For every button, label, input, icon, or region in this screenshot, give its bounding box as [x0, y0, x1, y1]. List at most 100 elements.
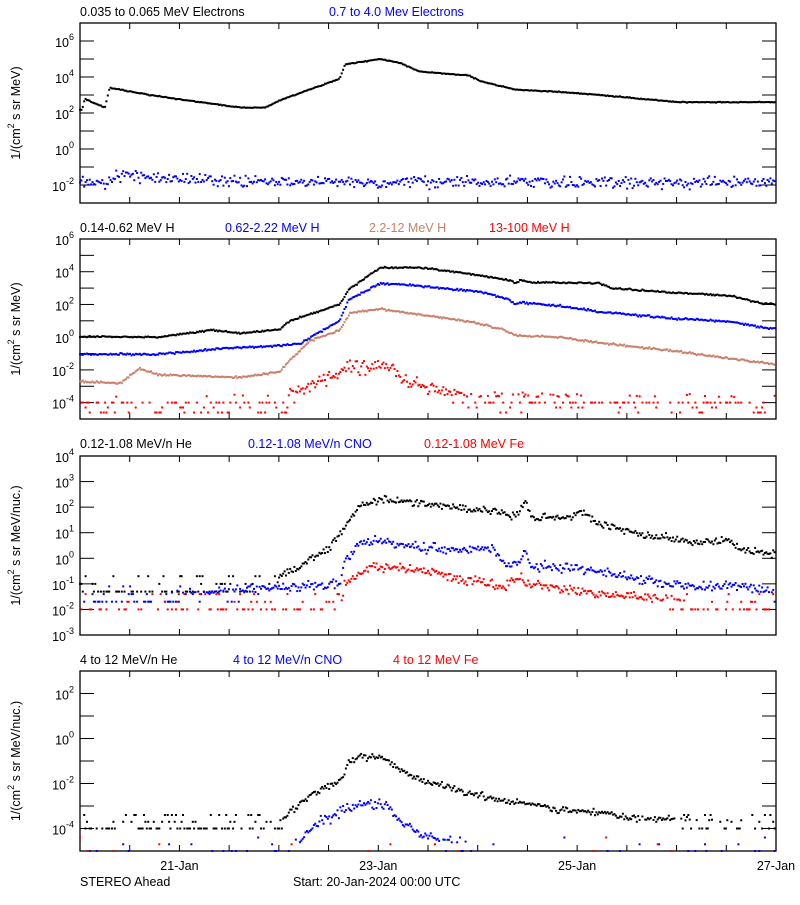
data-point — [240, 106, 243, 109]
data-point — [660, 819, 663, 821]
data-point — [694, 608, 697, 611]
data-point — [422, 385, 425, 387]
data-point — [601, 570, 603, 573]
data-point — [425, 386, 428, 388]
data-point — [369, 272, 372, 275]
data-point — [404, 284, 407, 287]
data-point — [765, 608, 768, 611]
data-point — [140, 354, 143, 356]
data-point — [549, 90, 552, 93]
data-point — [447, 838, 450, 841]
data-point — [399, 283, 402, 286]
plot-frame — [79, 238, 777, 420]
data-point — [543, 584, 546, 587]
data-point — [617, 594, 620, 597]
data-point — [273, 371, 276, 374]
data-point — [285, 363, 287, 366]
data-point — [351, 553, 354, 556]
data-point — [457, 391, 460, 394]
data-point — [133, 335, 136, 338]
data-point — [492, 294, 495, 297]
data-point — [383, 758, 386, 761]
data-point — [653, 98, 656, 101]
data-point — [531, 515, 534, 518]
data-point — [716, 582, 719, 585]
data-point — [440, 780, 443, 783]
data-point — [500, 392, 503, 395]
data-point — [308, 339, 311, 342]
data-point — [652, 179, 655, 181]
data-point — [658, 816, 661, 819]
data-point — [351, 180, 354, 183]
data-point — [180, 575, 183, 578]
data-point — [381, 266, 384, 269]
data-point — [609, 94, 612, 97]
data-point — [179, 351, 182, 354]
data-point — [694, 353, 697, 355]
data-point — [646, 314, 649, 317]
data-point — [243, 375, 246, 378]
data-point — [420, 568, 422, 571]
data-point — [633, 531, 635, 534]
data-point — [258, 345, 261, 348]
data-point — [649, 316, 652, 319]
data-point — [401, 283, 404, 286]
data-point — [571, 401, 574, 404]
data-point — [130, 820, 133, 823]
data-point — [186, 331, 189, 334]
data-point — [297, 608, 300, 611]
data-point — [399, 819, 402, 822]
data-point — [124, 335, 127, 338]
data-point — [236, 181, 239, 184]
data-point — [602, 94, 605, 97]
data-point — [141, 336, 144, 339]
data-point — [201, 575, 204, 578]
data-point — [172, 333, 175, 336]
data-point — [595, 178, 598, 181]
data-point — [230, 376, 233, 379]
data-point — [162, 175, 165, 178]
data-point — [660, 99, 663, 102]
data-point — [496, 512, 499, 515]
data-point — [179, 575, 182, 578]
data-point — [392, 267, 395, 270]
data-point — [350, 515, 353, 518]
data-point — [346, 764, 349, 766]
data-point — [406, 499, 409, 502]
data-point — [298, 841, 301, 844]
data-point — [113, 87, 116, 90]
data-point — [674, 100, 677, 103]
data-point — [704, 354, 706, 357]
data-point — [406, 569, 409, 572]
data-point — [466, 175, 468, 177]
data-point — [530, 89, 532, 92]
data-point — [537, 518, 539, 521]
data-point — [475, 792, 478, 795]
data-point — [307, 88, 310, 91]
data-point — [660, 188, 663, 191]
data-point — [361, 309, 364, 312]
data-point — [704, 101, 706, 104]
data-point — [424, 548, 427, 551]
data-point — [770, 101, 773, 103]
data-point — [553, 304, 556, 307]
data-point — [367, 538, 370, 541]
data-point — [216, 185, 219, 188]
data-point — [762, 101, 765, 104]
data-point — [301, 91, 304, 94]
data-point — [532, 185, 535, 188]
data-point — [642, 314, 645, 317]
data-point — [350, 761, 353, 764]
data-point — [222, 104, 225, 107]
data-point — [244, 375, 247, 378]
data-point — [428, 285, 431, 288]
data-point — [546, 516, 549, 519]
data-point — [715, 608, 718, 611]
data-point — [232, 347, 235, 350]
data-point — [578, 281, 581, 284]
data-point — [772, 820, 775, 823]
data-point — [200, 374, 203, 377]
data-point — [485, 509, 488, 512]
data-point — [222, 346, 225, 349]
data-point — [393, 266, 396, 269]
